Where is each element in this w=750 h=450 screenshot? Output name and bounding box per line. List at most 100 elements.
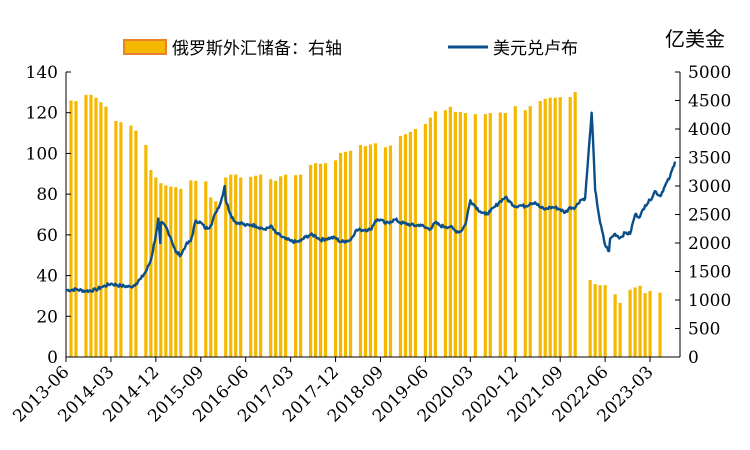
right-tick-label: 3500 [688,149,731,169]
reserves-bar [428,117,433,357]
left-tick-label: 0 [47,348,58,368]
reserves-bar [69,100,73,357]
left-tick-label: 40 [36,267,58,287]
legend-line-label: 美元兑卢布 [493,39,578,59]
reserves-bar [119,122,123,357]
reserves-bar [348,150,353,357]
reserves-bars [69,91,662,358]
reserves-bar [593,284,597,357]
reserves-bar [658,292,662,357]
legend-bar-swatch [123,39,167,55]
reserves-bar [313,163,318,357]
right-tick-label: 4000 [688,120,731,140]
reserves-bar [144,144,148,357]
reserves-bar [443,110,447,357]
reserves-bar [613,294,617,357]
reserves-bar [114,121,118,358]
x-axis-ticks: 2013-062014-032014-122015-092016-062017-… [9,357,658,426]
reserves-bar [403,134,408,357]
reserves-bar [338,152,343,357]
reserves-bar [498,112,502,357]
reserves-bar [189,180,193,357]
reserves-bar [229,174,233,357]
reserves-bar [553,97,557,358]
reserves-bar [488,113,492,357]
reserves-bar [74,101,78,357]
reserves-bar [473,114,477,358]
reserves-bar [149,170,153,357]
reserves-bar [99,102,103,358]
right-tick-label: 1000 [688,291,731,311]
reserves-bar [398,135,403,357]
reserves-bar [643,293,647,357]
reserves-bar [503,113,507,357]
reserves-bar [104,106,108,358]
reserves-bar [433,111,437,357]
reserves-bar [179,188,183,357]
reserves-bar [194,180,198,357]
reserves-bar [214,201,218,357]
reserves-bar [588,280,592,357]
reserves-bar [628,289,632,357]
right-tick-label: 2000 [688,234,731,254]
reserves-bar [204,181,208,357]
reserves-bar [254,175,258,357]
reserves-bar [134,130,138,357]
reserves-bar [568,97,572,357]
reserves-bar [458,111,462,358]
right-tick-label: 500 [688,320,720,340]
reserves-bar [513,106,517,357]
reserves-bar [538,101,542,357]
reserves-bar [274,180,278,357]
left-tick-label: 20 [36,307,58,327]
reserves-bar [299,174,303,357]
reserves-bar [309,164,313,357]
legend-bar-label: 俄罗斯外汇储备：右轴 [172,39,342,59]
reserves-bar [463,113,467,357]
reserves-bar [448,106,452,358]
reserves-bar [358,144,363,357]
reserves-bar [423,123,428,358]
reserves-bar [94,97,98,358]
reserves-bar [548,97,552,358]
reserves-bar [89,94,93,358]
axes [65,72,681,358]
reserves-bar [343,151,348,357]
reserves-bar [598,285,602,357]
reserves-bar [269,179,273,357]
reserves-bar [294,175,298,357]
reserves-bar [169,186,173,357]
reserves-bar [413,129,418,357]
reserves-bar [483,114,487,358]
reserves-bar [84,94,88,358]
reserves-bar [408,131,413,357]
reserves-bar [638,285,642,357]
reserves-bar [573,91,577,357]
reserves-bar [129,125,133,357]
reserves-bar [648,290,652,357]
reserves-bar [618,302,622,357]
reserves-bar [363,146,368,357]
reserves-bar [633,287,637,357]
reserves-bar [209,197,213,357]
left-tick-label: 60 [36,226,58,246]
left-tick-label: 140 [26,63,58,83]
reserves-bar [323,163,328,357]
reserves-bar [239,177,243,357]
reserves-bar [224,177,228,357]
reserves-bar [284,174,288,357]
right-tick-label: 4500 [688,92,731,112]
reserves-bar [453,111,457,358]
right-tick-label: 1500 [688,263,731,283]
reserves-bar [249,176,253,357]
right-axis-unit: 亿美金 [665,27,725,51]
reserves-bar [528,106,532,357]
reserves-bar [368,144,373,357]
rub-line [65,111,677,294]
reserves-bar [174,187,178,357]
right-tick-label: 2500 [688,206,731,226]
reserves-bar [543,98,547,357]
reserves-bar [523,110,527,357]
left-axis-ticks: 0 20 40 60 80 100 120 140 [26,63,71,368]
